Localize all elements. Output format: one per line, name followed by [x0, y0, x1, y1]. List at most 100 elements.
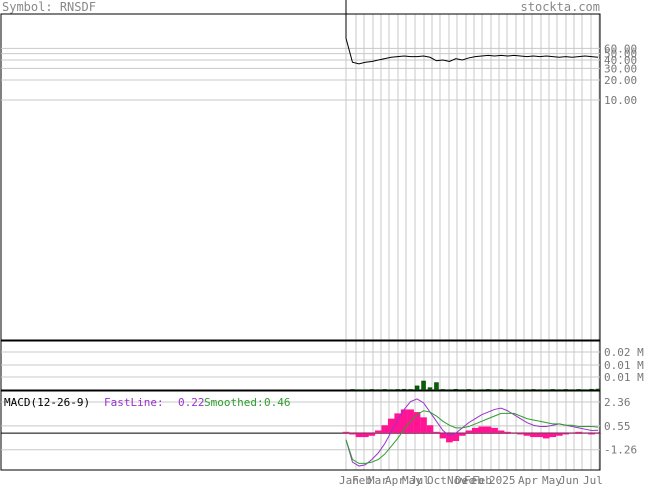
macd-histogram-bar	[594, 433, 602, 434]
macd-histogram-bar	[543, 433, 550, 439]
macd-histogram-bar	[575, 431, 582, 434]
macd-histogram-bar	[420, 417, 427, 434]
smoothed-label: Smoothed:	[204, 396, 264, 409]
volume-bar	[453, 388, 459, 391]
macd-histogram-bar	[471, 427, 479, 434]
macd-histogram-bar	[426, 425, 434, 434]
macd-panel-frame	[0, 390, 601, 471]
x-axis-label: Oct	[427, 474, 447, 486]
volume-bar	[531, 389, 536, 391]
x-axis-label: Apr	[385, 474, 405, 486]
macd-tick-label: 2.36	[604, 396, 631, 409]
volume-bar	[369, 389, 375, 391]
macd-tick-label: 0.55	[604, 420, 631, 433]
volume-bar	[595, 388, 601, 391]
macd-histogram-bar	[491, 427, 498, 434]
volume-bar	[563, 389, 568, 391]
macd-histogram-bar	[562, 433, 569, 435]
volume-tick-label: 0.01 M	[604, 371, 644, 384]
symbol-label: Symbol:	[2, 0, 53, 14]
volume-bar	[498, 389, 504, 391]
price-tick-label: 60.00	[604, 42, 637, 55]
site-name[interactable]: stockta.com	[520, 0, 600, 14]
macd-histogram-bar	[439, 433, 447, 439]
x-axis-label: Mar	[368, 474, 388, 486]
price-tick-label: 20.00	[604, 74, 637, 87]
x-axis-label: May	[402, 474, 422, 486]
macd-histogram-bar	[452, 433, 460, 442]
volume-bar	[382, 389, 388, 391]
macd-histogram-bar	[394, 413, 401, 434]
volume-tick-label: 0.01 M	[604, 359, 644, 372]
macd-histogram-bar	[517, 433, 524, 435]
macd-histogram-bar	[446, 433, 453, 443]
volume-bar	[440, 389, 446, 391]
fastline-value: 0.22	[178, 396, 205, 409]
volume-tick-label: 0.02 M	[604, 346, 644, 359]
macd-histogram-bar	[375, 430, 382, 434]
volume-bar	[589, 388, 594, 391]
macd-histogram-bar	[433, 431, 440, 434]
macd-histogram-bar	[459, 433, 466, 436]
x-axis-label: May	[542, 474, 562, 486]
x-axis-label: Feb	[472, 474, 492, 486]
macd-histogram-bar	[510, 433, 518, 434]
x-axis-label: Apr	[518, 474, 538, 486]
volume-bar	[427, 387, 433, 391]
macd-histogram-bar	[387, 418, 395, 434]
x-axis-label: Nov	[447, 474, 467, 486]
macd-histogram-bar	[368, 433, 376, 436]
macd-histogram-bar	[581, 433, 589, 434]
macd-histogram-bar	[497, 430, 505, 434]
macd-histogram-bar	[568, 433, 576, 434]
macd-smoothed-line	[345, 410, 599, 464]
macd-histogram-bar	[413, 412, 421, 434]
macd-histogram-bar	[355, 433, 363, 438]
macd-histogram-bar	[484, 426, 492, 434]
price-tick-label: 40.00	[604, 54, 637, 67]
volume-bar	[408, 389, 413, 391]
macd-histogram-bar	[342, 431, 350, 434]
volume-bar	[485, 389, 491, 391]
macd-histogram-bar	[588, 433, 595, 435]
volume-bar	[576, 389, 581, 391]
macd-fast-line	[345, 398, 599, 467]
macd-histogram-bar	[555, 433, 563, 436]
x-axis-label: Feb	[352, 474, 372, 486]
macd-histogram-bar	[530, 433, 537, 438]
x-axis-label: Feb	[464, 474, 484, 486]
fastline-label: FastLine:	[104, 396, 164, 409]
macd-histogram-bar	[349, 433, 356, 435]
macd-histogram-bar	[362, 433, 369, 438]
volume-bar	[414, 385, 420, 391]
volume-bar	[466, 389, 472, 391]
x-axis-label: Jan	[339, 474, 359, 486]
volume-bar	[401, 388, 407, 391]
macd-histogram-bar	[504, 431, 511, 434]
macd-histogram-bar	[523, 433, 531, 436]
macd-title: MACD(12-26-9)	[4, 396, 90, 409]
volume-bar	[550, 389, 556, 391]
price-line	[345, 0, 599, 65]
smoothed-value: 0.46	[264, 396, 291, 409]
x-axis-label: 2025	[489, 474, 516, 486]
macd-histogram-bar	[381, 425, 389, 434]
macd-histogram-bar	[536, 433, 544, 438]
price-tick-label: 10.00	[604, 94, 637, 107]
macd-tick-label: -1.26	[604, 444, 637, 457]
x-axis-label: Jun	[559, 474, 579, 486]
volume-bar	[421, 380, 426, 391]
price-tick-label: 30.00	[604, 62, 637, 75]
volume-bar	[434, 382, 439, 391]
symbol-value: RNSDF	[59, 0, 96, 14]
macd-histogram-bar	[465, 430, 473, 434]
price-tick-label: 50.00	[604, 48, 637, 61]
symbol-header: Symbol: RNSDF	[2, 0, 96, 14]
x-axis-label: Dec	[455, 474, 475, 486]
macd-histogram-bar	[478, 426, 485, 434]
volume-bar	[395, 389, 400, 391]
x-axis-label: Jul	[410, 474, 430, 486]
x-axis-label: Jul	[583, 474, 603, 486]
